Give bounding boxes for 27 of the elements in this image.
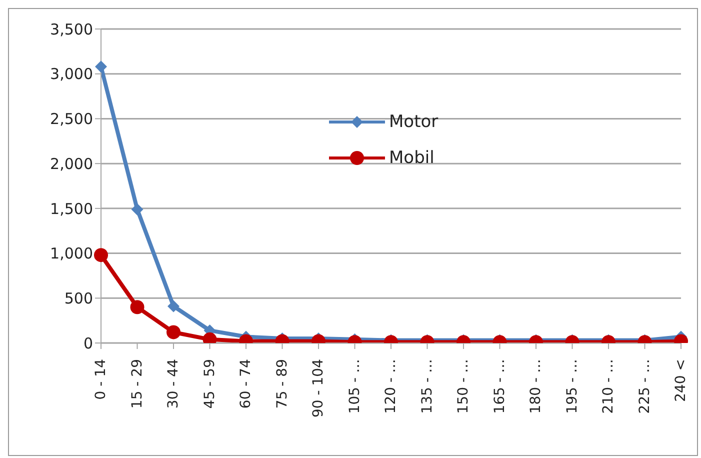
x-tick-label: 60 - 74 bbox=[238, 358, 254, 409]
x-tick-label: 180 - … bbox=[528, 359, 544, 414]
x-tick-label: 45 - 59 bbox=[202, 359, 218, 409]
y-tick-label: 3,000 bbox=[50, 65, 93, 84]
y-tick-label: 3,500 bbox=[50, 20, 93, 38]
x-tick-label: 150 - … bbox=[456, 359, 472, 414]
y-tick-label: 0 bbox=[83, 334, 93, 352]
y-tick-label: 1,000 bbox=[50, 244, 93, 263]
x-tick-label: 75 - 89 bbox=[274, 359, 290, 409]
x-tick-label: 30 - 44 bbox=[166, 358, 182, 409]
legend-label: Mobil bbox=[389, 148, 434, 168]
x-tick-label: 195 - … bbox=[564, 359, 580, 414]
legend-label: Motor bbox=[389, 112, 438, 132]
x-tick-label: 0 - 14 bbox=[93, 358, 109, 400]
y-tick-label: 2,500 bbox=[50, 110, 93, 128]
x-tick-label: 210 - … bbox=[600, 359, 616, 414]
x-tick-label: 240 < bbox=[673, 359, 689, 402]
x-tick-label: 90 - 104 bbox=[310, 358, 326, 418]
x-tick-label: 135 - … bbox=[419, 359, 436, 414]
x-tick-label: 15 - 29 bbox=[129, 359, 146, 409]
x-tick-label: 165 - … bbox=[492, 359, 508, 414]
y-tick-label: 2,000 bbox=[50, 154, 93, 173]
x-tick-label: 120 - … bbox=[383, 359, 399, 414]
x-tick-label: 105 - … bbox=[346, 359, 363, 414]
x-tick-label: 225 - … bbox=[636, 359, 653, 414]
y-tick-label: 500 bbox=[64, 289, 93, 308]
y-tick-label: 1,500 bbox=[50, 200, 93, 218]
